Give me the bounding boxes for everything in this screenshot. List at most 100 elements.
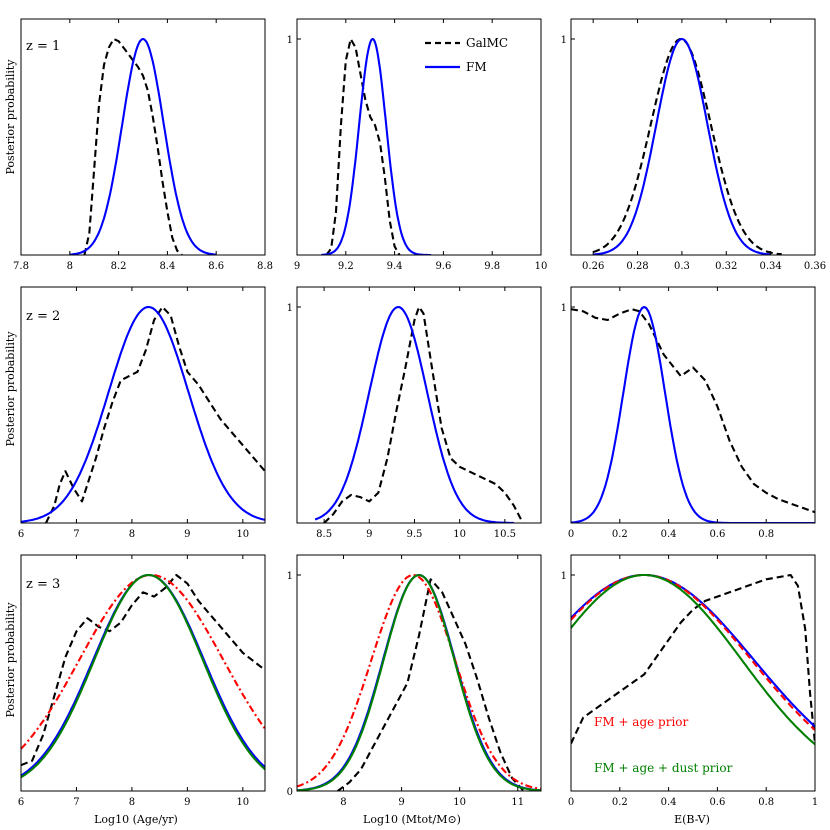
x-tick-label: 10 [236,529,249,540]
x-tick-label: 0.6 [709,529,725,540]
panel-r1-c2: 9 9.2 9.4 9.6 9.8 10 1 [287,18,548,272]
x-tick-label: 9 [294,261,300,272]
x-tick-label: 0.6 [709,797,725,808]
x-tick-label: 11 [511,797,524,808]
panel-r2-c1: 6 7 8 9 10 [18,286,266,540]
panel-r1-c3: 0.26 0.28 0.3 0.32 0.34 0.36 1 [561,18,826,272]
panel-r2-c2: 8.5 9 9.5 10 10.5 1 [287,286,542,540]
x-tick-label: 8.8 [257,261,273,272]
x-tick-label: 0.32 [715,261,737,272]
ylabel-row-3: Posterior probability [4,602,17,718]
xlabel-ebv: E(B-V) [674,813,710,826]
y-tick-label: 1 [561,35,567,46]
series-fm [21,305,265,523]
series-fm-age-dust-prior [21,573,265,779]
y-tick-label: 1 [287,35,293,46]
x-tick-label: 8.2 [111,261,127,272]
series-fm-age-dust-prior [297,573,541,791]
panel-r3-c3: 0 0.2 0.4 0.6 0.8 1 1 [561,554,818,808]
row-label-z2: z = 2 [26,309,60,324]
x-tick-label: 1 [812,797,818,808]
x-tick-label: 9 [184,529,190,540]
x-tick-label: 9.8 [484,261,500,272]
x-tick-label: 9.5 [407,529,423,540]
ylabel-row-1: Posterior probability [4,59,17,175]
x-tick-label: 10.5 [494,529,516,540]
panel-frame [20,554,266,792]
x-tick-label: 0.4 [661,529,677,540]
panel-frame [570,554,816,792]
series-galmc [323,305,524,523]
x-tick-label: 10 [535,261,548,272]
x-tick-label: 9 [398,797,404,808]
row-label-z1: z = 1 [26,39,60,54]
x-tick-label: 8.5 [316,529,332,540]
series-fm [69,37,217,255]
series-fm-age-prior [297,573,541,791]
x-tick-label: 8 [340,797,346,808]
x-tick-label: 0 [568,529,574,540]
panel-frame [296,286,542,524]
panel-frame [20,286,266,524]
x-tick-label: 0.2 [612,797,628,808]
y-tick-label: 1 [287,303,293,314]
panel-frame [570,286,816,524]
panel-r3-c1: 6 7 8 9 10 [18,554,266,808]
x-tick-label: 0.3 [674,261,690,272]
x-tick-label: 9 [366,529,372,540]
panel-frame [296,554,542,792]
series-fm [571,305,815,523]
legend-fm-label: FM [466,60,487,74]
panel-r1-c1: 7.8 8 8.2 8.4 8.6 8.8 [13,18,273,272]
legend-galmc-label: GalMC [466,36,508,50]
ylabel-row-2: Posterior probability [4,331,17,447]
x-tick-label: 10 [236,797,249,808]
x-tick-label: 0.4 [661,797,677,808]
series-fm-age-dust-prior [571,573,815,746]
series-fm [571,573,815,728]
x-tick-label: 8 [129,797,135,808]
x-tick-label: 0.34 [760,261,782,272]
x-tick-label: 10 [453,529,466,540]
series-galmc [21,573,265,767]
x-tick-label: 0.36 [804,261,826,272]
legend-fm-age-prior: FM + age prior [594,715,689,729]
x-tick-label: 6 [18,797,24,808]
x-tick-label: 9.6 [435,261,451,272]
x-tick-label: 8.6 [208,261,224,272]
row-label-z3: z = 3 [26,577,60,592]
y-tick-label: 1 [561,303,567,314]
x-tick-label: 0.8 [758,797,774,808]
x-tick-label: 8.4 [159,261,175,272]
series-galmc [45,305,265,523]
x-tick-label: 0 [568,797,574,808]
series-fm [297,573,541,791]
x-tick-label: 7.8 [13,261,29,272]
series-galmc [337,578,525,791]
series-fm [21,573,265,777]
series-fm [314,305,514,523]
series-galmc [592,37,782,255]
y-tick-label: 1 [561,571,567,582]
xlabel-age: Log10 (Age/yr) [94,813,178,826]
panel-r2-c3: 0 0.2 0.4 0.6 0.8 1 [561,286,816,540]
y-tick-label: 1 [287,571,293,582]
panel-frame [570,18,816,256]
panel-frame [20,18,266,256]
series-fm-age-prior [571,573,815,731]
x-tick-label: 6 [18,529,24,540]
x-tick-label: 10 [453,797,466,808]
x-tick-label: 0.26 [582,261,604,272]
series-galmc [571,308,815,514]
legend-top: GalMC FM [425,36,508,74]
x-tick-label: 7 [73,529,79,540]
series-fm-age-prior [21,573,265,750]
x-tick-label: 0.2 [612,529,628,540]
xlabel-mass: Log10 (Mtot/M⊙) [363,813,461,826]
x-tick-label: 9.2 [338,261,354,272]
y-tick-label: 0 [287,787,293,798]
x-tick-label: 9.4 [387,261,403,272]
